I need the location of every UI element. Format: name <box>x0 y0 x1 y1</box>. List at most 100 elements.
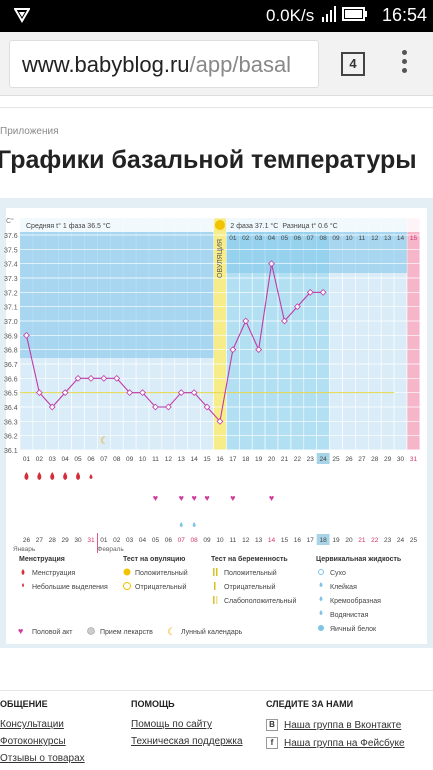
y-tick-label: 36.9 <box>4 333 18 340</box>
overflow-menu-icon[interactable] <box>400 50 408 78</box>
temperature-point <box>190 389 198 397</box>
calendar-date: 11 <box>229 537 236 544</box>
menstruation-icon <box>24 472 29 480</box>
phase2-day-number: 12 <box>371 235 379 242</box>
legend-positive-icon <box>123 568 131 576</box>
calendar-date: 15 <box>281 537 289 544</box>
cycle-day-number: 07 <box>100 456 108 463</box>
tab-switcher-button[interactable]: 4 <box>341 52 365 76</box>
browser-toolbar: www.babyblog.ru/app/basal 4 <box>0 32 433 96</box>
calendar-date: 05 <box>152 537 160 544</box>
month-label-february: Февраль <box>97 546 124 553</box>
menstruation-icon <box>63 472 68 480</box>
calendar-date: 21 <box>358 537 366 544</box>
footer-link-reviews[interactable]: Отзывы о товарах <box>0 753 85 764</box>
address-bar[interactable]: www.babyblog.ru/app/basal <box>9 40 319 88</box>
legend-title-pregnancy-test: Тест на беременность <box>211 555 288 563</box>
calendar-date: 07 <box>178 537 186 544</box>
today-highlight <box>316 453 330 464</box>
diff-label: Разница t° 0.6 °C <box>282 222 337 230</box>
phase2-day-number: 06 <box>294 235 302 242</box>
footer: ОБЩЕНИЕ Консультации Фотоконкурсы Отзывы… <box>0 690 433 770</box>
ovulation-label: ОВУЛЯЦИЯ <box>217 239 224 278</box>
cycle-day-number: 11 <box>152 456 159 463</box>
network-speed: 0.0K/s <box>266 6 315 25</box>
legend-title-menstruation: Менструация <box>19 556 65 563</box>
y-tick-label: 36.2 <box>4 434 18 441</box>
bbt-chart: 37.6 37.5 37.4 37.3 37.2 37.1 37.0 36.9 36.8 36.7… <box>4 208 427 644</box>
cycle-day-number: 18 <box>242 456 250 463</box>
intercourse-icon: ♥ <box>230 493 235 503</box>
footer-link-vk[interactable]: Наша группа в Вконтакте <box>284 719 402 731</box>
intercourse-icon: ♥ <box>179 493 184 503</box>
legend-intercourse-icon: ♥ <box>18 626 23 636</box>
calendar-date: 02 <box>113 537 121 544</box>
footer-col-community: ОБЩЕНИЕ Консультации Фотоконкурсы Отзывы… <box>0 699 85 770</box>
cycle-day-number: 09 <box>126 456 134 463</box>
cycle-day-number: 02 <box>36 456 44 463</box>
legend-preg-positive-icon <box>213 568 215 576</box>
signal-icon <box>322 6 336 27</box>
cycle-day-number: 22 <box>294 456 302 463</box>
cycle-day-number: 19 <box>255 456 263 463</box>
temperature-point <box>74 374 82 382</box>
calendar-date: 30 <box>74 537 82 544</box>
cycle-day-number: 16 <box>216 456 224 463</box>
legend-fluid-icon <box>319 610 323 615</box>
clock: 16:54 <box>382 5 428 25</box>
footer-link-facebook[interactable]: Наша группа на Фейсбуке <box>284 737 405 749</box>
page-title: Графики базальной температуры <box>0 146 417 174</box>
footer-link-site-help[interactable]: Помощь по сайту <box>131 719 212 730</box>
temperature-point <box>255 346 263 354</box>
temperature-point <box>152 403 159 411</box>
footer-link-support[interactable]: Техническая поддержка <box>131 736 243 747</box>
legend-fluid-icon <box>319 582 323 587</box>
phase1-label: Средняя t° 1 фаза 36.5 °C <box>26 222 111 230</box>
legend-preg-negative-icon <box>214 582 216 590</box>
y-tick-label: 36.5 <box>4 391 18 398</box>
cycle-day-number: 10 <box>139 456 147 463</box>
phase2-day-number: 03 <box>255 235 263 242</box>
footer-col-title: СЛЕДИТЕ ЗА НАМИ <box>266 699 354 709</box>
cycle-day-number: 23 <box>307 456 315 463</box>
temperature-point <box>35 389 43 397</box>
calendar-date: 13 <box>255 537 263 544</box>
phase2-day-number: 04 <box>268 235 276 242</box>
y-tick-label: 37.0 <box>4 319 18 326</box>
calendar-date: 18 <box>320 537 328 544</box>
legend-negative-icon <box>123 582 131 590</box>
legend-dry-icon <box>318 569 324 575</box>
calendar-date: 27 <box>36 537 44 544</box>
calendar-date: 23 <box>384 537 392 544</box>
legend-fluid-item: Сухо <box>330 570 346 577</box>
temperature-line <box>25 263 324 423</box>
legend-small-discharge: Небольшие выделения <box>32 583 108 591</box>
temperature-point <box>61 389 69 397</box>
cycle-day-number: 24 <box>320 456 328 463</box>
calendar-date: 19 <box>332 537 340 544</box>
legend-fluid-item: Кремообразная <box>330 597 381 605</box>
calendar-date: 17 <box>307 537 315 544</box>
legend-fluid-item: Водянистая <box>330 612 369 619</box>
y-tick-label: 37.5 <box>4 247 18 254</box>
legend-fluid-item: Клейкая <box>330 583 357 591</box>
temperature-point <box>319 288 327 296</box>
footer-link-photo-contests[interactable]: Фотоконкурсы <box>0 736 66 747</box>
y-unit-label: C° <box>6 217 14 225</box>
phase2-day-number: 05 <box>281 235 289 242</box>
y-tick-label: 37.4 <box>4 262 18 269</box>
footer-link-consultations[interactable]: Консультации <box>0 719 64 730</box>
legend-ovulation-negative: Отрицательный <box>135 583 187 591</box>
legend-discharge-icon <box>22 583 24 587</box>
cycle-day-number: 25 <box>332 456 340 463</box>
footer-col-title: ОБЩЕНИЕ <box>0 699 48 709</box>
phase2-day-number: 07 <box>307 235 315 242</box>
cycle-day-number: 05 <box>74 456 82 463</box>
cycle-day-number: 08 <box>113 456 121 463</box>
temperature-point <box>139 389 146 397</box>
intercourse-icon: ♥ <box>191 493 196 503</box>
y-tick-label: 36.4 <box>4 405 18 412</box>
menstruation-icon <box>37 472 42 480</box>
breadcrumb[interactable]: Приложения <box>0 126 59 137</box>
temperature-point <box>268 260 275 268</box>
